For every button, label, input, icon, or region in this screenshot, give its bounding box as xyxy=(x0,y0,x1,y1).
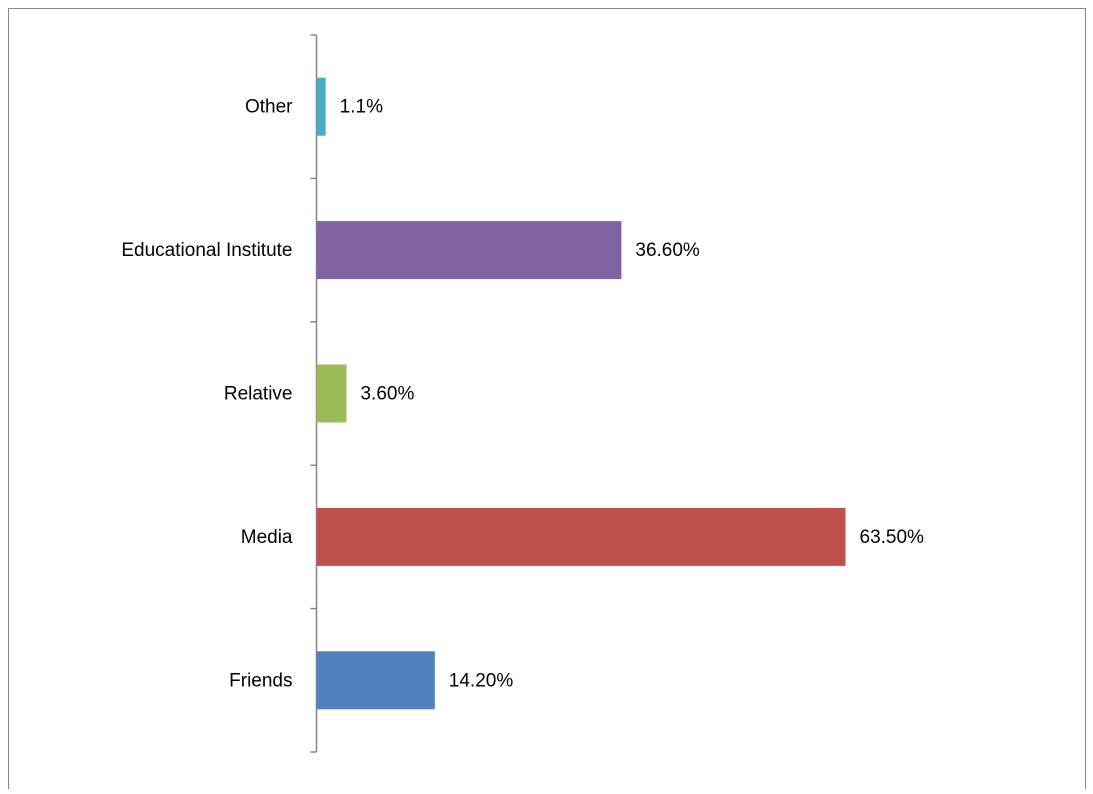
bar xyxy=(316,651,435,710)
data-label: 14.20% xyxy=(449,670,514,691)
y-tick-label: Relative xyxy=(224,384,293,405)
y-tick-label: Media xyxy=(241,527,293,548)
bar xyxy=(316,221,622,280)
y-tick-label: Other xyxy=(245,97,293,118)
data-label: 1.1% xyxy=(340,97,383,118)
data-label: 3.60% xyxy=(360,384,414,405)
bar xyxy=(316,364,347,423)
bar xyxy=(316,77,326,136)
chart-border xyxy=(8,8,1086,789)
data-label: 63.50% xyxy=(860,527,925,548)
bar xyxy=(316,507,846,566)
y-tick-label: Friends xyxy=(229,670,292,691)
data-label: 36.60% xyxy=(635,240,700,261)
y-tick-label: Educational Institute xyxy=(121,240,292,261)
